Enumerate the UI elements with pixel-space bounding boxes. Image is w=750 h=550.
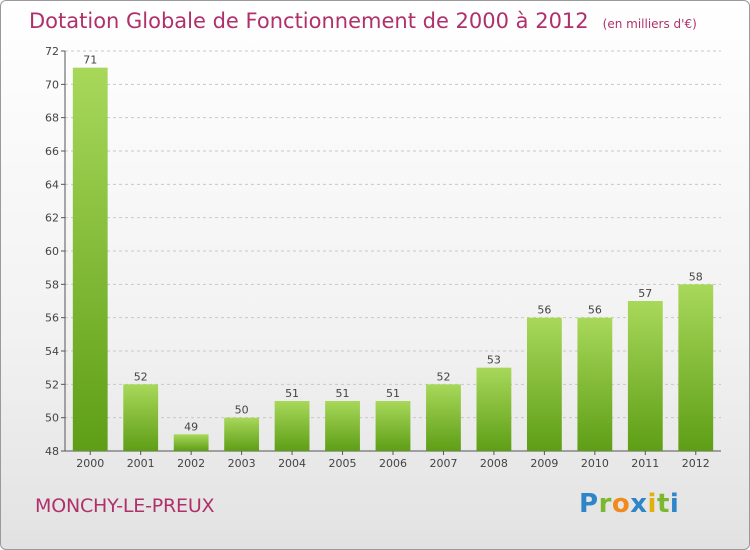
bar xyxy=(426,384,461,451)
axes: 48 50 52 54 56 58 60 62 64 66 68 70 72 xyxy=(45,45,721,458)
labels: 71 2000 52 2001 49 2002 50 2003 51 2004 51 2005 51 20… xyxy=(76,54,710,470)
x-tick-label: 2004 xyxy=(278,457,306,470)
data-label: 51 xyxy=(285,387,299,400)
bar xyxy=(678,284,714,451)
x-tick-label: 2000 xyxy=(76,457,104,470)
y-tick-label: 62 xyxy=(45,212,59,225)
bar xyxy=(577,317,613,451)
logo-letter: x xyxy=(630,489,648,519)
x-tick-label: 2010 xyxy=(581,457,609,470)
data-label: 52 xyxy=(134,370,148,383)
y-tick-label: 66 xyxy=(45,145,59,158)
x-tick-label: 2003 xyxy=(228,457,256,470)
y-tick-label: 72 xyxy=(45,45,59,58)
chart-title: Dotation Globale de Fonctionnement de 20… xyxy=(29,9,697,33)
x-tick-label: 2002 xyxy=(177,457,205,470)
bar xyxy=(325,401,360,451)
bar xyxy=(274,401,310,451)
logo-letter: i xyxy=(647,489,657,519)
data-label: 52 xyxy=(436,370,450,383)
data-label: 49 xyxy=(184,420,198,433)
x-tick-label: 2006 xyxy=(379,457,407,470)
bars xyxy=(72,67,714,452)
x-tick-label: 2011 xyxy=(631,457,659,470)
grid-lines xyxy=(65,50,721,419)
bar xyxy=(123,384,159,451)
y-tick-label: 48 xyxy=(45,445,59,458)
logo-letter: o xyxy=(611,489,631,519)
y-tick-label: 68 xyxy=(45,112,59,125)
data-label: 56 xyxy=(588,304,602,317)
logo-letter: P xyxy=(579,489,599,519)
data-label: 51 xyxy=(386,387,400,400)
y-tick-label: 60 xyxy=(45,245,59,258)
y-tick-label: 58 xyxy=(45,278,59,291)
commune-name: MONCHY-LE-PREUX xyxy=(35,495,215,517)
y-tick-label: 50 xyxy=(45,412,59,425)
proxiti-logo: Proxiti xyxy=(579,489,679,519)
bar xyxy=(72,67,108,452)
data-label: 51 xyxy=(336,387,350,400)
data-label: 56 xyxy=(537,304,551,317)
bar xyxy=(224,417,260,451)
logo-letter: t xyxy=(656,489,670,519)
y-tick-label: 56 xyxy=(45,312,59,325)
chart-title-text: Dotation Globale de Fonctionnement de 20… xyxy=(29,9,589,33)
bar xyxy=(375,401,411,451)
bar xyxy=(476,367,512,451)
data-label: 58 xyxy=(689,270,703,283)
bar xyxy=(173,434,209,451)
data-label: 57 xyxy=(638,287,652,300)
data-label: 53 xyxy=(487,354,501,367)
x-tick-label: 2007 xyxy=(429,457,457,470)
x-tick-label: 2009 xyxy=(530,457,558,470)
x-tick-label: 2005 xyxy=(329,457,357,470)
bar xyxy=(627,301,663,451)
x-tick-label: 2008 xyxy=(480,457,508,470)
unit-note: (en milliers d'€) xyxy=(602,17,697,31)
y-tick-label: 64 xyxy=(45,178,59,191)
logo-letter: r xyxy=(598,489,612,519)
logo-letter: i xyxy=(669,489,680,519)
data-label: 50 xyxy=(235,404,249,417)
data-label: 71 xyxy=(83,54,97,67)
bar xyxy=(526,317,562,451)
y-tick-label: 54 xyxy=(45,345,59,358)
x-tick-label: 2001 xyxy=(127,457,155,470)
y-tick-label: 70 xyxy=(45,78,59,91)
y-tick-label: 52 xyxy=(45,378,59,391)
x-tick-label: 2012 xyxy=(682,457,710,470)
